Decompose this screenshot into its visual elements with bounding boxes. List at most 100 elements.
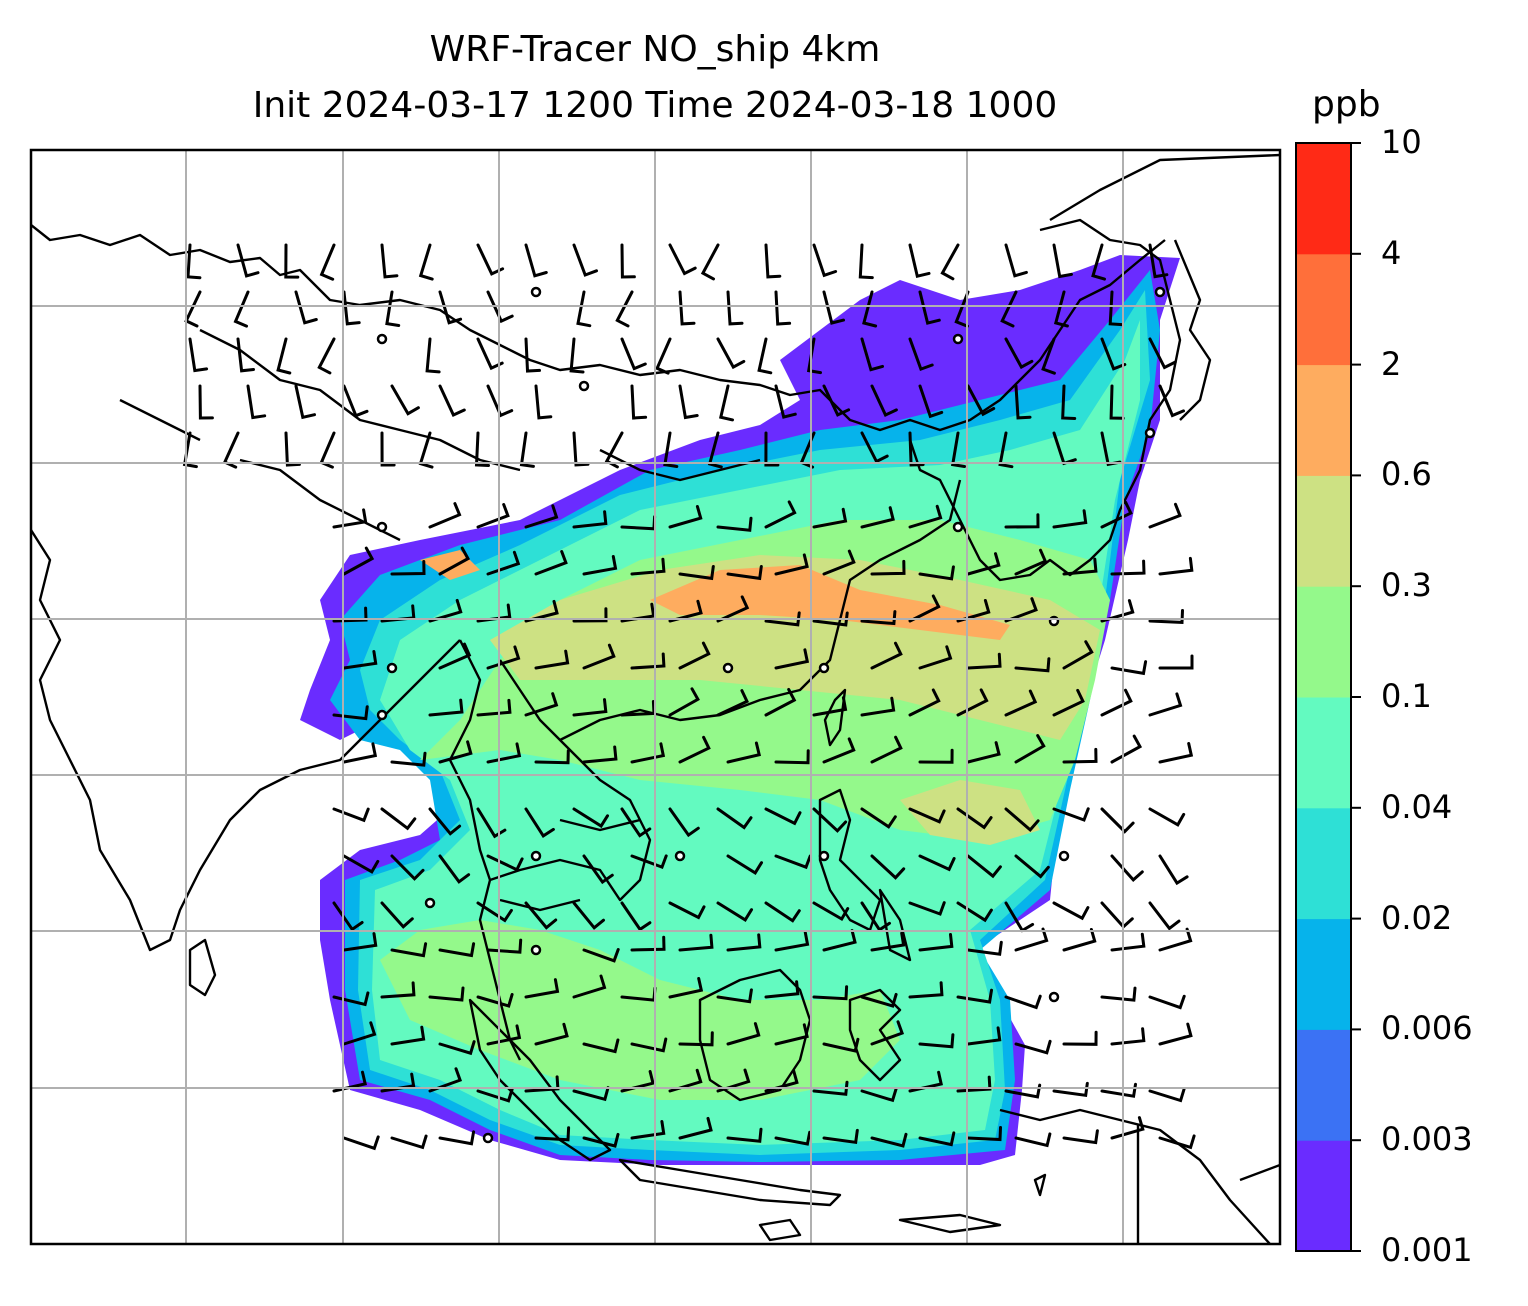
wind-barb — [342, 1135, 380, 1151]
colorbar-tick-label: 10 — [1381, 123, 1422, 161]
wind-barb — [1148, 807, 1186, 827]
wind-barb — [342, 932, 378, 952]
wind-barb — [222, 431, 240, 469]
wind-barb — [1148, 994, 1186, 1010]
coastline-taiwan — [823, 688, 847, 747]
colorbar-tick-label: 4 — [1381, 233, 1402, 272]
wind-barb — [572, 974, 607, 999]
wind-barb — [1148, 692, 1183, 717]
wind-barb — [438, 1130, 476, 1146]
wind-barb — [678, 384, 699, 420]
tracer-concentration-field — [300, 255, 1180, 1165]
wind-barb — [620, 807, 652, 838]
wind-barb — [486, 384, 514, 418]
wind-barb — [1100, 500, 1133, 529]
wind-barb — [918, 290, 941, 325]
wind-barb — [956, 988, 993, 1004]
coastline-japan-outer — [1049, 153, 1280, 421]
wind-barb — [870, 641, 903, 670]
wind-barb — [1052, 243, 1073, 279]
wind-barb — [918, 1033, 955, 1049]
wind-barb — [476, 901, 513, 923]
wind-barb — [476, 698, 512, 717]
wind-barb — [918, 384, 944, 419]
wind-barb — [870, 384, 898, 417]
wind-barb — [390, 1025, 426, 1046]
colorbar-band-9 — [1296, 143, 1351, 255]
wind-barb — [870, 735, 903, 764]
wind-barb — [1110, 854, 1144, 883]
wind-barb — [678, 1116, 713, 1140]
wind-barb — [860, 807, 897, 829]
wind-barb — [812, 243, 838, 278]
wind-barb — [630, 652, 666, 670]
wind-barb — [860, 696, 896, 717]
coastline-new-guinea — [999, 1108, 1280, 1244]
colorbar-band-7 — [1296, 364, 1351, 476]
colorbar-band-6 — [1296, 475, 1351, 587]
wind-barb — [390, 854, 425, 881]
wind-barb — [524, 692, 559, 717]
wind-barb — [582, 1132, 620, 1148]
wind-barb — [1052, 688, 1085, 717]
wind-barb — [860, 431, 889, 464]
calm-wind-marker — [674, 850, 686, 862]
wind-barb — [764, 611, 801, 627]
wind-barb — [236, 243, 260, 278]
wind-barb — [380, 981, 416, 999]
wind-barb — [572, 607, 608, 623]
calm-wind-marker — [1048, 991, 1060, 1003]
wind-barb — [572, 243, 598, 277]
colorbar-band-5 — [1296, 586, 1351, 698]
wind-barb — [1091, 243, 1106, 281]
wind-barb — [1148, 502, 1182, 529]
wind-barb — [438, 942, 476, 958]
wind-barb — [678, 735, 711, 764]
wind-barb — [294, 384, 316, 420]
chart-title-line1: WRF-Tracer NO_ship 4km — [429, 29, 881, 70]
wind-barb — [668, 505, 703, 529]
wind-barb — [860, 992, 898, 1008]
wind-barb — [1110, 734, 1143, 764]
wind-barb — [534, 1022, 569, 1046]
wind-barb — [678, 1031, 714, 1047]
wind-barb — [534, 1126, 571, 1142]
wind-barb — [1100, 337, 1127, 371]
wind-barb — [812, 611, 849, 627]
wind-barb — [233, 290, 250, 328]
wind-barb — [524, 807, 555, 838]
wind-barb — [726, 1127, 763, 1143]
wind-barb — [1004, 243, 1028, 278]
wind-barb — [630, 854, 668, 870]
wind-barb — [572, 510, 608, 529]
colorbar-band-3 — [1296, 807, 1351, 920]
wind-barb — [1100, 688, 1133, 717]
concentration-level-0.1b — [380, 920, 900, 1100]
calm-wind-marker — [818, 662, 830, 674]
wind-barb — [342, 290, 361, 326]
wind-barb — [1100, 901, 1134, 929]
wind-barb — [534, 749, 570, 765]
wind-barb — [630, 742, 666, 764]
wind-barb — [630, 557, 666, 576]
wind-barb — [764, 980, 800, 999]
wind-barb — [812, 985, 849, 1001]
wind-barb — [716, 689, 749, 717]
calm-wind-marker — [818, 850, 830, 862]
coastline-north-asia — [31, 224, 1166, 432]
wind-barb — [870, 854, 906, 880]
wind-barb — [726, 933, 762, 952]
wind-barb — [1014, 1132, 1052, 1148]
wind-barb — [716, 595, 750, 623]
wind-barb — [342, 546, 375, 576]
coastlines — [31, 153, 1280, 1244]
wind-barb — [390, 384, 420, 416]
calm-wind-marker — [952, 333, 964, 345]
wind-barb — [572, 698, 608, 717]
wind-barb — [1014, 734, 1046, 764]
wind-barb — [476, 503, 510, 529]
wind-barb — [438, 854, 471, 884]
wind-barb — [716, 516, 753, 532]
wind-barb — [524, 243, 548, 278]
wind-barb — [1052, 901, 1090, 921]
